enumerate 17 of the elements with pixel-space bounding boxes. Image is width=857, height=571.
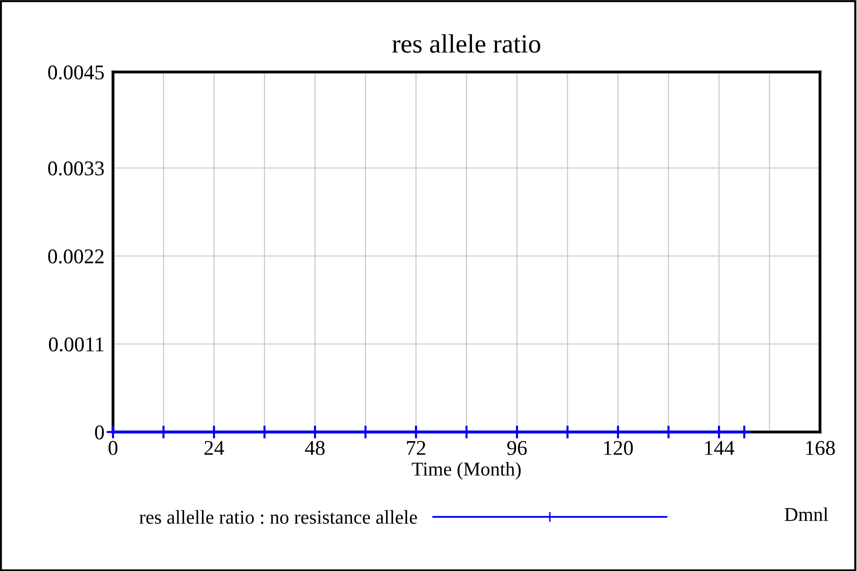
x-tick-label: 96	[507, 440, 527, 455]
y-tick-label: 0.0045	[48, 65, 104, 80]
x-tick-label: 0	[108, 440, 118, 455]
x-tick-label: 120	[604, 440, 633, 455]
y-tick-label: 0.0022	[48, 249, 104, 264]
y-tick-label: 0.0033	[48, 161, 104, 176]
text: res allelle ratio : no resistance allele	[139, 510, 417, 524]
x-tick-label: 144	[705, 441, 734, 455]
y-tick-label: 0	[95, 425, 104, 440]
x-tick-label: 72	[406, 440, 426, 455]
x-tick-label: 24	[204, 440, 224, 455]
x-tick-label: 48	[304, 440, 325, 455]
chart-title: res allele ratio	[392, 34, 540, 53]
x-axis-title: Time (Month)	[412, 462, 521, 480]
x-tick-label: 168	[806, 440, 835, 455]
y-tick-label: 0.0011	[48, 337, 104, 352]
text: Dmnl	[784, 507, 828, 521]
